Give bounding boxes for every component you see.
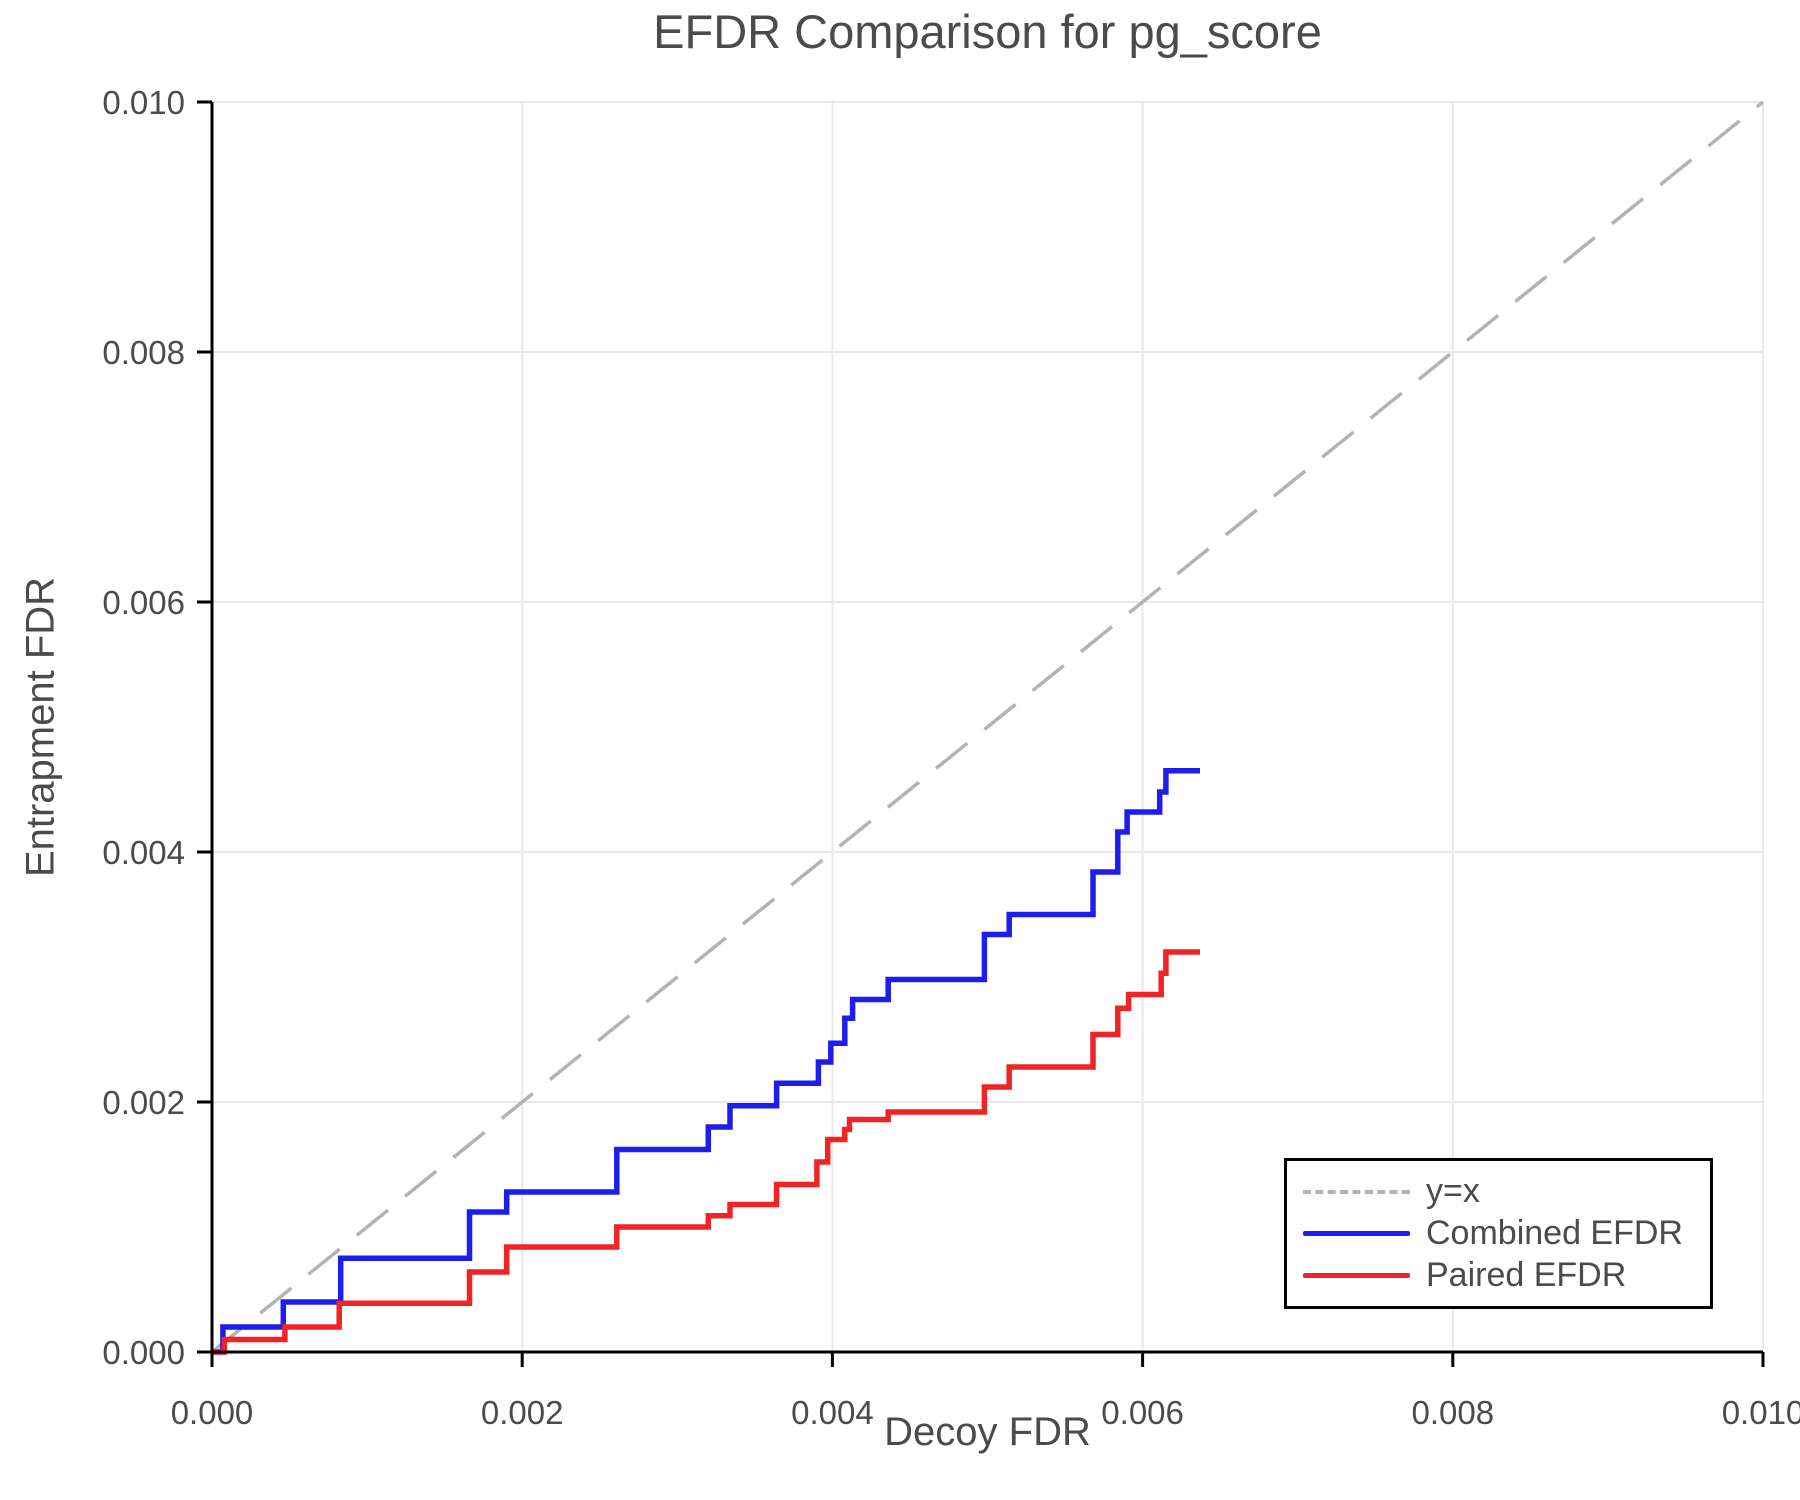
x-tick-label: 0.002 [481, 1394, 564, 1431]
x-tick-label: 0.004 [791, 1394, 874, 1431]
y-tick-label: 0.006 [102, 584, 185, 621]
x-tick-label: 0.006 [1101, 1394, 1184, 1431]
identity-line [210, 100, 1765, 1354]
combined-efdr-line [212, 768, 1200, 1355]
legend-label-paired-efdr: Paired EFDR [1426, 1256, 1627, 1294]
legend-label-identity: y=x [1426, 1172, 1480, 1210]
x-axis-label: Decoy FDR [884, 1410, 1091, 1454]
legend-row-paired-efdr: Paired EFDR [1303, 1256, 1710, 1294]
legend: y=x Combined EFDR Paired EFDR [1284, 1158, 1713, 1309]
paired-efdr-line [212, 949, 1200, 1355]
x-tick-label: 0.010 [1722, 1394, 1800, 1431]
combined-efdr-line-sample-icon [1303, 1231, 1410, 1236]
y-tick-label: 0.004 [102, 834, 185, 871]
paired-efdr-line-sample-icon [1303, 1273, 1410, 1278]
chart-title: EFDR Comparison for pg_score [653, 5, 1322, 58]
x-tick-label: 0.008 [1412, 1394, 1495, 1431]
y-axis-label: Entrapment FDR [18, 576, 63, 878]
y-tick-label: 0.002 [102, 1084, 185, 1121]
y-tick-label: 0.010 [102, 84, 185, 121]
identity-line-sample-icon [1303, 1189, 1410, 1194]
legend-label-combined-efdr: Combined EFDR [1426, 1214, 1683, 1252]
y-tick-label: 0.008 [102, 334, 185, 371]
y-tick-label: 0.000 [102, 1334, 185, 1371]
x-tick-label: 0.000 [171, 1394, 254, 1431]
legend-row-combined-efdr: Combined EFDR [1303, 1214, 1710, 1252]
legend-row-identity: y=x [1303, 1172, 1710, 1210]
